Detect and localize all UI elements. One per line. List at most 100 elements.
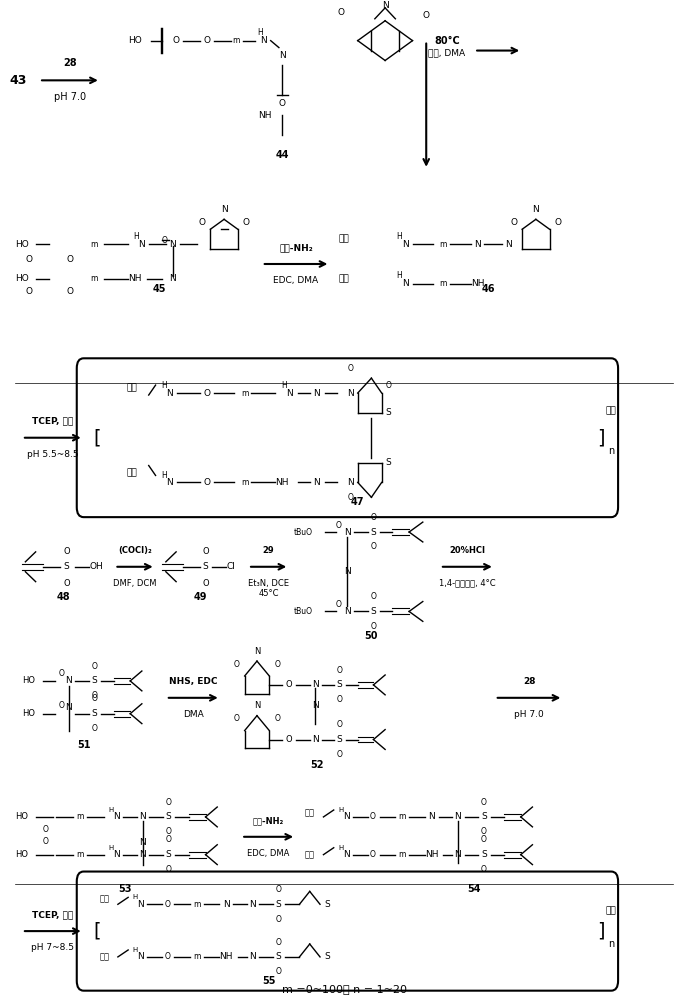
Text: N: N — [286, 389, 292, 398]
Text: S: S — [203, 562, 208, 571]
Text: N: N — [221, 205, 228, 214]
Text: O: O — [204, 478, 211, 487]
Text: O: O — [204, 36, 211, 45]
Text: N: N — [139, 812, 146, 821]
Text: N: N — [312, 735, 319, 744]
Text: N: N — [137, 952, 144, 961]
Text: NH: NH — [425, 850, 438, 859]
Text: O: O — [63, 579, 69, 588]
Text: 药物: 药物 — [99, 895, 109, 904]
Text: N: N — [261, 36, 267, 45]
Text: N: N — [223, 900, 230, 909]
Text: O: O — [336, 695, 342, 704]
Text: S: S — [92, 676, 98, 685]
Text: S: S — [481, 850, 486, 859]
Text: O: O — [233, 714, 239, 723]
Text: 51: 51 — [77, 740, 90, 750]
Text: S: S — [166, 850, 171, 859]
Text: HO: HO — [22, 709, 35, 718]
Text: O: O — [348, 364, 354, 373]
Text: O: O — [275, 660, 281, 669]
Text: m: m — [76, 850, 84, 859]
Text: N: N — [312, 680, 319, 689]
Text: [: [ — [94, 428, 101, 447]
Text: N: N — [113, 812, 120, 821]
Text: O: O — [481, 827, 486, 836]
Text: H: H — [396, 271, 402, 280]
Text: N: N — [313, 389, 320, 398]
Text: O: O — [166, 835, 171, 844]
Text: O: O — [481, 798, 486, 807]
Text: N: N — [344, 567, 351, 576]
Text: 甲苯, DMA: 甲苯, DMA — [428, 48, 465, 57]
Text: TCEP, 单抗: TCEP, 单抗 — [32, 417, 74, 426]
Text: 28: 28 — [63, 58, 77, 68]
Text: O: O — [92, 662, 98, 671]
Text: 药物: 药物 — [305, 850, 314, 859]
Text: O: O — [204, 389, 211, 398]
Text: m: m — [440, 240, 447, 249]
Text: 54: 54 — [467, 884, 481, 894]
Text: 药物: 药物 — [305, 808, 314, 817]
Text: S: S — [386, 408, 391, 417]
Text: N: N — [139, 850, 146, 859]
Text: 50: 50 — [365, 631, 378, 641]
Text: N: N — [402, 240, 409, 249]
Text: 80°C: 80°C — [434, 36, 460, 46]
Text: 55: 55 — [262, 976, 275, 986]
Text: tBuO: tBuO — [293, 528, 312, 537]
Text: N: N — [65, 703, 72, 712]
Text: N: N — [166, 478, 173, 487]
Text: O: O — [481, 835, 486, 844]
Text: m: m — [241, 478, 248, 487]
Text: N: N — [169, 274, 176, 283]
Text: O: O — [173, 36, 180, 45]
Text: 药物: 药物 — [338, 274, 350, 283]
Text: m: m — [90, 240, 98, 249]
Text: N: N — [137, 900, 144, 909]
Text: O: O — [385, 381, 391, 390]
Text: S: S — [63, 562, 69, 571]
Text: O: O — [166, 865, 171, 874]
Text: O: O — [58, 701, 65, 710]
Text: N: N — [344, 607, 351, 616]
Text: NHS, EDC: NHS, EDC — [169, 677, 217, 686]
Text: H: H — [133, 232, 139, 241]
Text: O: O — [336, 521, 341, 530]
Text: O: O — [336, 720, 342, 729]
Text: H: H — [109, 807, 114, 813]
Text: H: H — [132, 894, 138, 900]
Text: NH: NH — [219, 952, 233, 961]
Text: O: O — [166, 827, 171, 836]
Text: 单抗: 单抗 — [606, 406, 616, 415]
Text: N: N — [254, 701, 260, 710]
Text: O: O — [371, 542, 376, 551]
Text: N: N — [249, 952, 255, 961]
Text: 53: 53 — [118, 884, 131, 894]
Text: N: N — [344, 528, 351, 537]
Text: N: N — [138, 240, 145, 249]
Text: S: S — [275, 952, 281, 961]
Text: m: m — [193, 952, 200, 961]
Text: O: O — [162, 236, 167, 245]
Text: pH 7~8.5: pH 7~8.5 — [31, 943, 74, 952]
Text: O: O — [336, 600, 341, 609]
Text: N: N — [429, 812, 435, 821]
Text: 49: 49 — [193, 592, 207, 602]
Text: O: O — [371, 513, 376, 522]
Text: m =0~100， n = 1~20: m =0~100， n = 1~20 — [281, 984, 407, 994]
Text: 单抗: 单抗 — [606, 907, 616, 916]
Text: O: O — [25, 287, 32, 296]
Text: EDC, DMA: EDC, DMA — [248, 849, 290, 858]
Text: N: N — [505, 240, 512, 249]
Text: O: O — [43, 837, 49, 846]
Text: O: O — [164, 952, 170, 961]
Text: m: m — [193, 900, 200, 909]
Text: N: N — [166, 389, 173, 398]
Text: O: O — [286, 680, 292, 689]
Text: N: N — [402, 279, 409, 288]
Text: ]: ] — [597, 922, 605, 941]
Text: O: O — [337, 8, 344, 17]
Text: O: O — [336, 750, 342, 759]
Text: 29: 29 — [263, 546, 275, 555]
